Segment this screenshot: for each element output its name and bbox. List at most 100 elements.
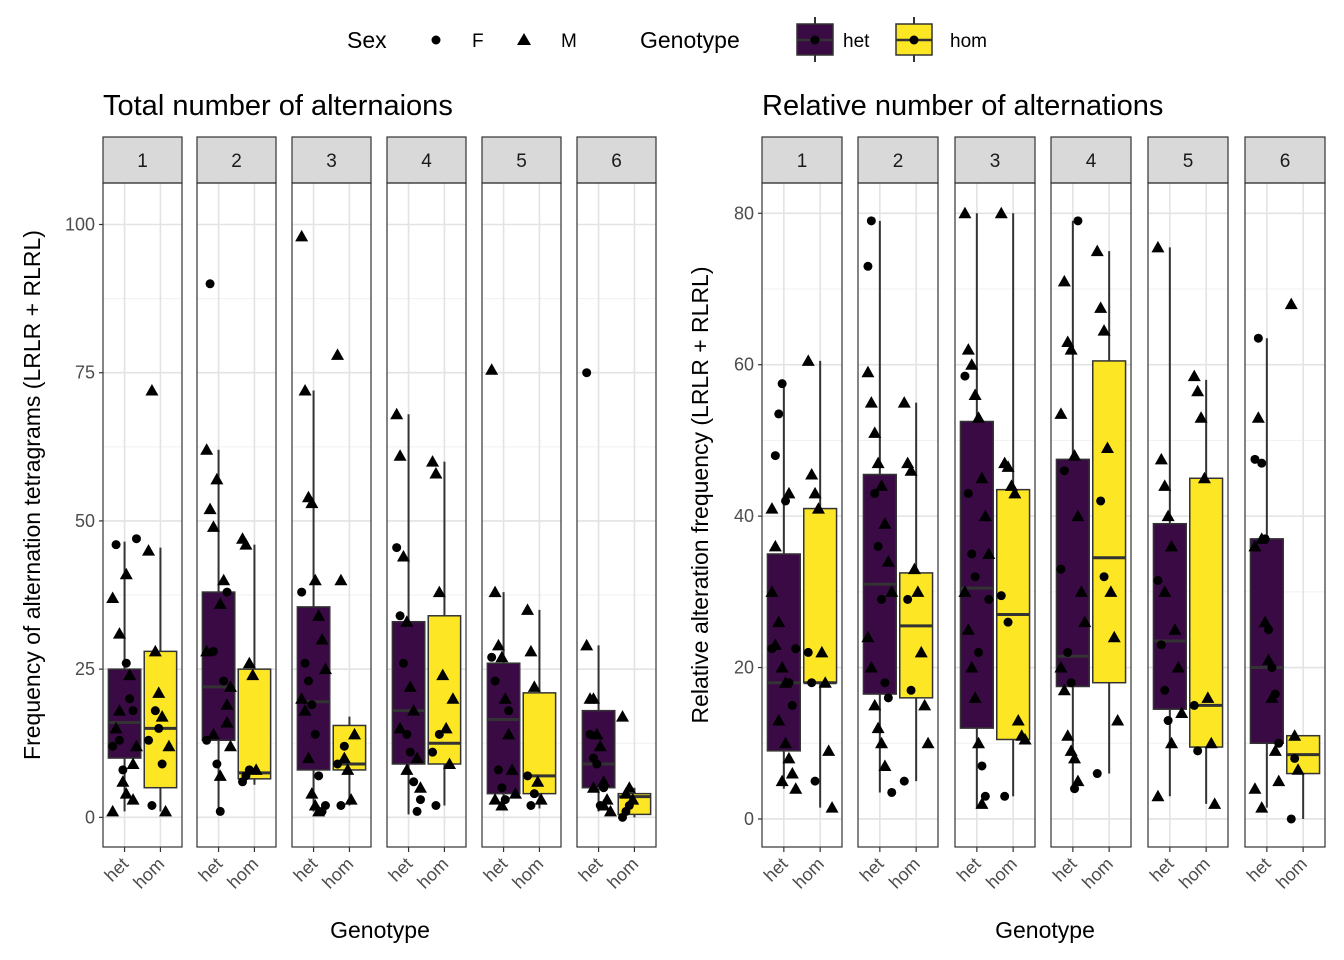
legend-genotype-title: Genotype (640, 27, 740, 53)
point-female (1073, 216, 1083, 226)
point-male (580, 638, 594, 651)
point-male (975, 797, 989, 809)
point-male (348, 727, 362, 740)
point-female (1286, 814, 1296, 824)
point-male (868, 426, 882, 438)
facet-strip (1050, 136, 1132, 184)
point-male (145, 384, 159, 396)
point-male (775, 661, 789, 673)
point-female (810, 776, 820, 786)
point-male (972, 411, 986, 423)
x-tick-label: het (101, 854, 133, 886)
point-male (815, 645, 829, 658)
x-tick-label: hom (1078, 854, 1117, 893)
point-male (968, 388, 982, 400)
x-tick-label: hom (413, 854, 452, 893)
point-female (307, 700, 317, 710)
x-tick-label: hom (129, 854, 168, 893)
point-male (1268, 744, 1282, 756)
point-male (400, 615, 414, 627)
point-female (529, 789, 539, 799)
point-male (485, 363, 499, 375)
point-female (157, 759, 167, 769)
y-axis-label: Frequency of alternation tetragrams (LRL… (19, 230, 45, 760)
point-female (1099, 572, 1109, 582)
point-female (336, 801, 346, 810)
point-female (1189, 700, 1199, 710)
chart-title: Relative number of alternations (762, 90, 1163, 122)
point-male (1168, 623, 1182, 635)
x-tick-label: het (195, 854, 227, 886)
point-female (1070, 784, 1080, 794)
point-male (534, 793, 548, 805)
point-male (1011, 714, 1025, 726)
point-male (426, 455, 440, 467)
facet-strip-label: 4 (1086, 151, 1097, 172)
point-female (310, 729, 320, 739)
facet-border (576, 182, 657, 848)
point-male (805, 467, 819, 480)
point-male (217, 573, 231, 586)
point-female (1267, 663, 1277, 673)
x-tick-label: het (1146, 854, 1178, 886)
point-female (523, 771, 533, 781)
point-male (968, 691, 982, 703)
point-male (239, 538, 253, 550)
x-tick-label: het (760, 854, 792, 886)
legend: Sex F M Genotype het hom (347, 17, 987, 62)
legend-hom-key (895, 17, 933, 62)
point-female (111, 540, 121, 550)
point-female (1274, 738, 1284, 748)
point-male (765, 502, 779, 514)
point-male (308, 573, 322, 586)
point-female (883, 693, 893, 703)
legend-female-label: F (472, 31, 484, 52)
legend-sex-title: Sex (347, 27, 387, 53)
point-female (1250, 454, 1260, 464)
point-male (126, 757, 140, 769)
x-axis-label: Genotype (330, 917, 430, 943)
point-male (875, 479, 889, 491)
point-male (622, 781, 636, 793)
point-female (1257, 458, 1267, 468)
point-male (982, 547, 996, 559)
point-male (443, 757, 457, 769)
point-male (881, 555, 895, 567)
point-male (112, 704, 126, 716)
point-female (114, 735, 124, 745)
point-female (781, 496, 791, 506)
point-male (109, 721, 123, 734)
facet-border (102, 182, 183, 848)
point-male (246, 668, 260, 681)
point-male (904, 464, 918, 476)
x-tick-label: hom (982, 854, 1021, 893)
point-male (1194, 411, 1208, 423)
point-female (493, 765, 503, 775)
y-tick-label: 100 (65, 215, 95, 235)
point-male (220, 698, 234, 710)
point-female (339, 741, 349, 751)
facet-strip (576, 136, 657, 184)
point-male (410, 751, 424, 764)
point-male (1151, 240, 1165, 253)
point-male (1197, 471, 1211, 484)
point-female (526, 801, 536, 810)
facet-border (1050, 182, 1132, 848)
point-female (1096, 496, 1106, 506)
point-female (108, 741, 118, 751)
point-female (497, 783, 507, 793)
point-male (1061, 729, 1075, 741)
point-male (1175, 706, 1189, 718)
facet-strip-label: 6 (611, 151, 622, 172)
point-male (527, 680, 541, 692)
point-male (407, 704, 421, 716)
point-male (616, 710, 630, 722)
point-male (1018, 732, 1032, 745)
point-male (502, 727, 516, 740)
point-female (774, 409, 784, 419)
point-male (1008, 486, 1022, 499)
point-male (768, 539, 782, 552)
point-female (960, 371, 970, 381)
point-male (1071, 509, 1085, 522)
